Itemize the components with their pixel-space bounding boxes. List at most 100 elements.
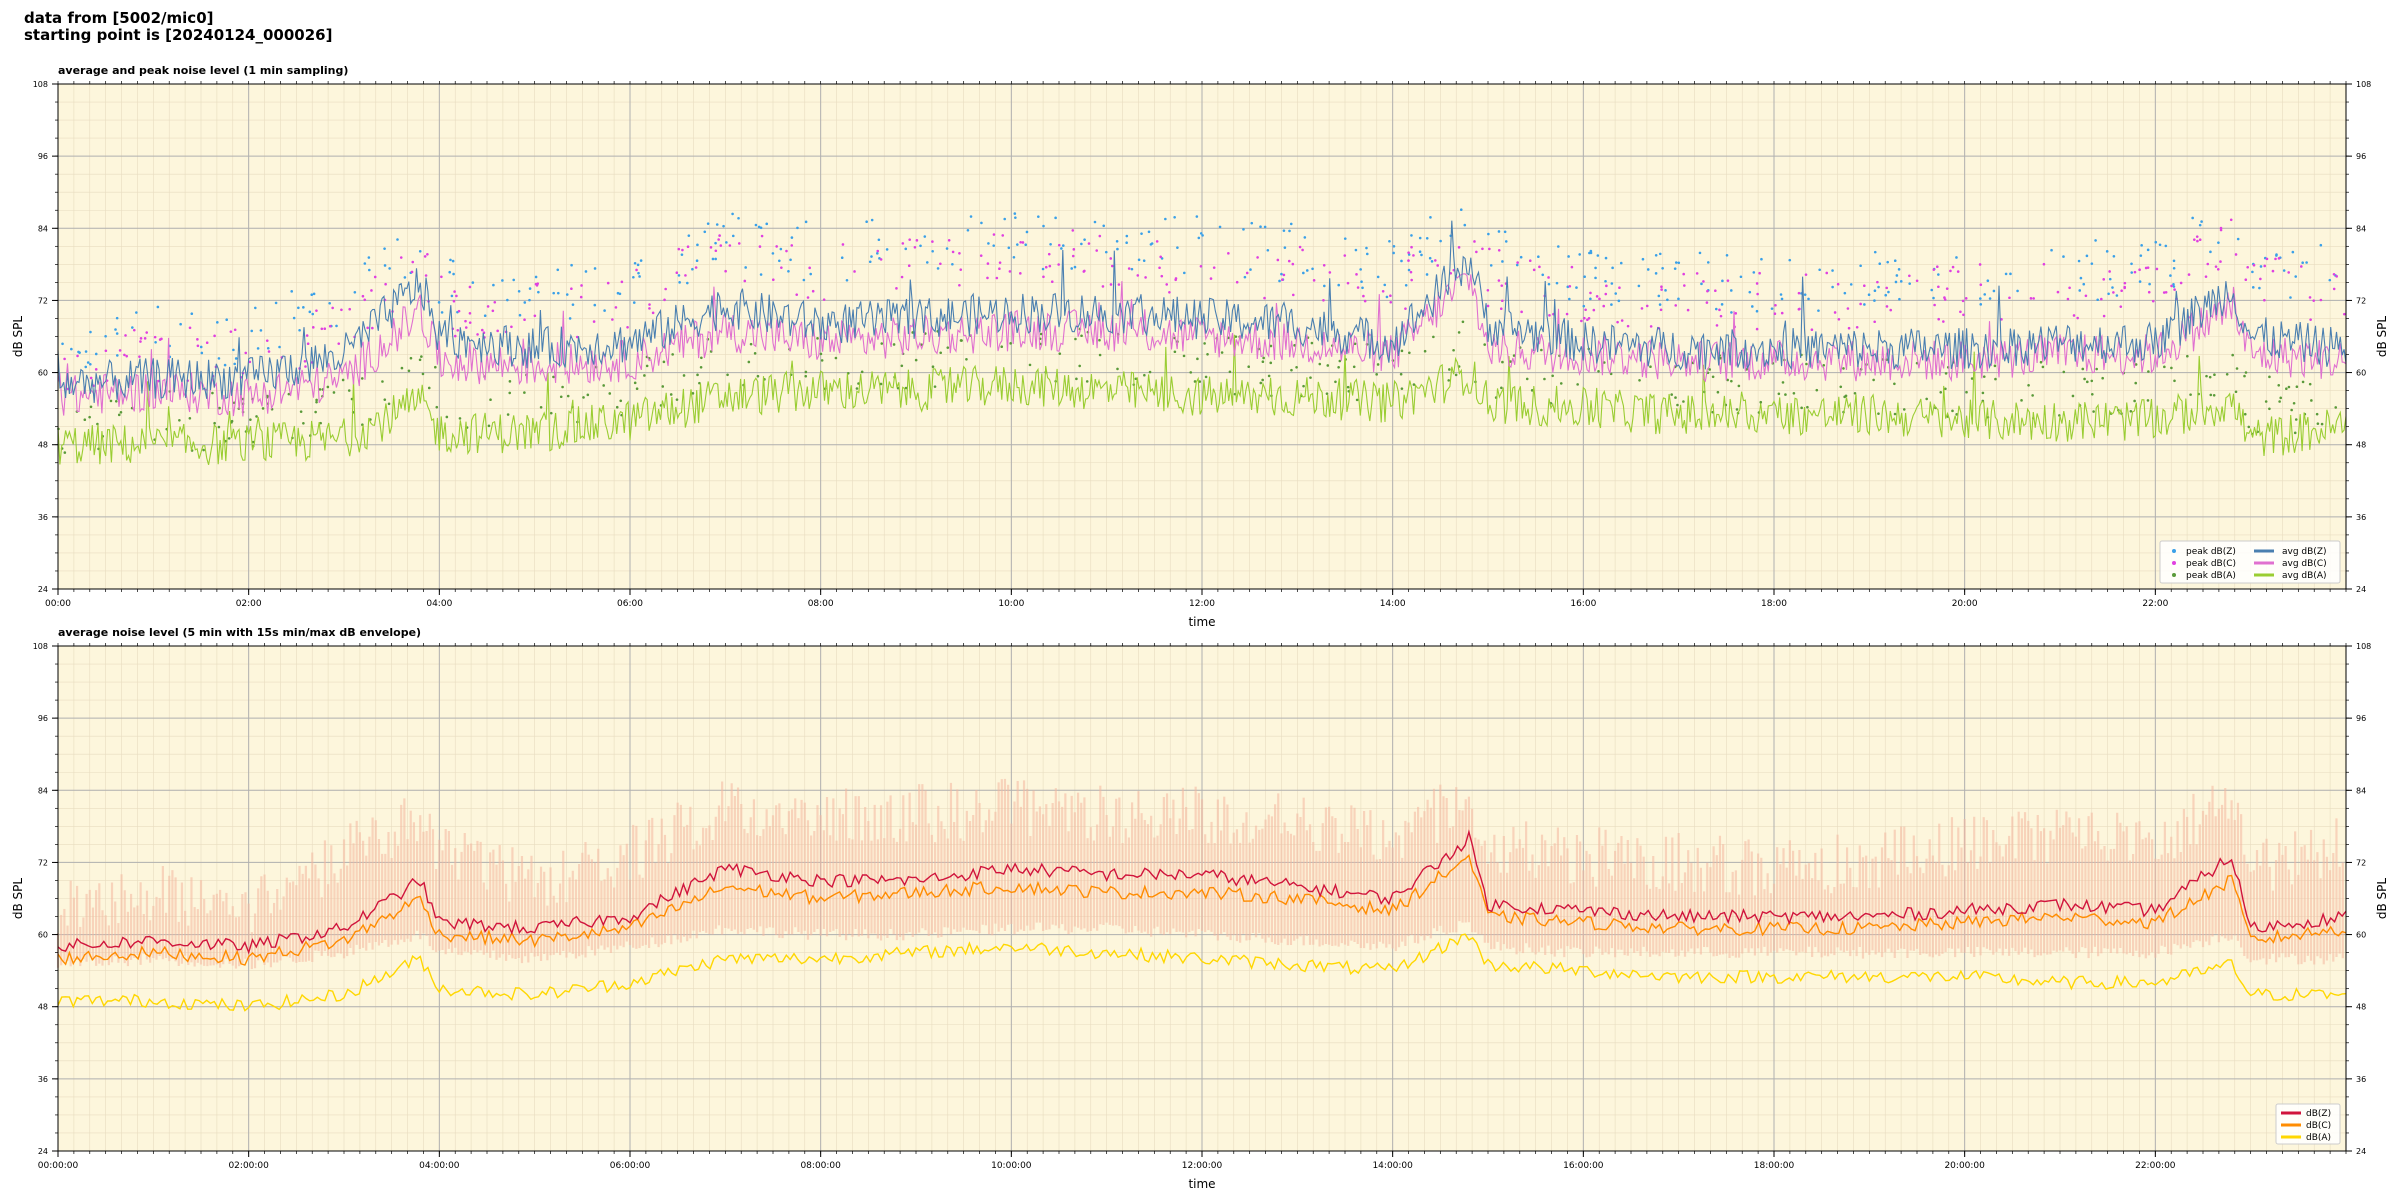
chart1-point-peakdba [1500, 386, 1503, 390]
chart1-point-peakdba [1844, 394, 1848, 398]
chart1-point-peakdbc [677, 247, 681, 251]
chart1-point-peakdbz [1779, 293, 1783, 296]
chart1-point-peakdbc [370, 289, 373, 292]
chart1-y-axis-label: dB SPL [11, 316, 25, 358]
chart1-point-peakdbz [84, 365, 88, 369]
chart1-point-peakdbz [757, 225, 761, 229]
chart1-point-peakdbz [2158, 243, 2162, 247]
chart1-point-peakdbz [695, 259, 699, 263]
chart1-point-peakdbz [506, 298, 509, 302]
chart1-point-peakdbc [1734, 312, 1738, 315]
chart1-point-peakdba [2081, 367, 2085, 371]
chart1-point-peakdbz [2172, 282, 2175, 286]
chart1-point-peakdbz [1677, 261, 1681, 265]
chart1-point-peakdbz [1594, 276, 1597, 280]
chart2-y-tick-label: 24 [38, 1147, 48, 1156]
chart1-point-peakdbc [2029, 297, 2033, 300]
chart1-point-peakdbz [2139, 254, 2143, 257]
chart1-point-peakdbz [1664, 289, 1667, 292]
chart1-point-peakdbz [1566, 285, 1570, 289]
chart1-point-peakdba [1309, 376, 1312, 379]
chart1-point-peakdba [1432, 335, 1435, 339]
chart1-point-peakdbc [580, 284, 583, 287]
chart1-point-peakdba [2134, 381, 2138, 385]
chart1-point-peakdbc [1620, 319, 1624, 322]
chart1-point-peakdbz [1354, 248, 1358, 252]
chart1-point-peakdbz [1504, 240, 1508, 243]
chart1-point-peakdba [2027, 383, 2030, 387]
chart1-point-peakdbc [986, 262, 990, 265]
chart1-point-peakdba [360, 377, 364, 380]
chart1-point-peakdbz [1439, 239, 1442, 243]
chart1-point-peakdbz [638, 275, 641, 278]
chart1-point-peakdbc [1873, 320, 1876, 324]
chart1-point-peakdbz [1176, 246, 1179, 249]
chart1-point-peakdbc [2084, 294, 2088, 298]
chart1-point-peakdbz [1831, 285, 1834, 289]
chart1-point-peakdba [2208, 375, 2212, 379]
chart1-point-peakdbz [639, 259, 643, 262]
chart1-point-peakdbz [1042, 224, 1045, 228]
chart1-point-peakdbz [1007, 246, 1011, 250]
chart1-point-peakdba [1525, 377, 1529, 381]
chart1-point-peakdba [119, 410, 123, 414]
chart1-point-peakdbc [1568, 284, 1572, 288]
chart1-point-peakdba [2209, 393, 2213, 397]
chart1-point-peakdbc [348, 307, 352, 311]
chart1-point-peakdbc [315, 309, 318, 312]
chart1-point-peakdbc [1780, 311, 1784, 315]
chart1-point-peakdba [2231, 353, 2234, 357]
chart1-point-peakdbc [1235, 280, 1239, 284]
chart1-point-peakdba [1098, 353, 1102, 357]
chart1-point-peakdbz [556, 268, 560, 272]
chart1-point-peakdbc [570, 287, 573, 291]
chart1-point-peakdbc [1855, 325, 1859, 329]
chart1-point-peakdba [1893, 412, 1897, 416]
chart2-y-axis-label-right: dB SPL [2375, 878, 2389, 920]
chart1-point-peakdba [489, 398, 492, 402]
chart1-point-peakdba [549, 411, 553, 415]
chart1-point-peakdbc [2042, 262, 2046, 266]
chart1-point-peakdbc [1212, 266, 1216, 269]
header-line1: data from [5002/mic0] [24, 9, 214, 27]
chart1-point-peakdbc [440, 275, 443, 279]
chart1-point-peakdbz [256, 347, 260, 350]
chart1-point-peakdbz [1748, 290, 1752, 294]
chart1-point-peakdba [1543, 377, 1546, 381]
chart1-point-peakdbc [145, 331, 149, 334]
chart1-point-peakdba [1412, 383, 1416, 386]
chart1-point-peakdbc [2277, 257, 2281, 260]
chart1-point-peakdba [1982, 375, 1986, 378]
chart1-point-peakdbz [451, 259, 455, 263]
chart1-point-peakdbc [1978, 263, 1982, 266]
chart1-point-peakdbz [1418, 236, 1422, 240]
chart1-x-tick-label: 06:00 [617, 599, 643, 609]
chart1-point-peakdbc [900, 275, 904, 279]
chart1-point-peakdbc [2259, 277, 2262, 281]
chart1-point-peakdba [2146, 399, 2150, 402]
chart1-point-peakdbz [2090, 262, 2094, 265]
chart1-point-peakdbc [2164, 291, 2168, 294]
chart1-point-peakdbz [1555, 281, 1559, 285]
chart1-point-peakdbz [1054, 216, 1057, 220]
chart1-point-peakdbc [104, 349, 108, 353]
chart1-y-tick-label: 72 [38, 296, 48, 305]
chart1-point-peakdba [2310, 399, 2313, 402]
chart1-point-peakdba [1670, 393, 1673, 396]
chart1-point-peakdba [2095, 367, 2098, 371]
chart1-point-peakdbc [1475, 250, 1478, 254]
chart1-point-peakdbc [1937, 317, 1940, 321]
chart1-point-peakdbc [323, 327, 327, 331]
chart1-point-peakdbz [1661, 266, 1664, 270]
chart1-point-peakdba [1399, 372, 1403, 376]
chart1-point-peakdbz [1201, 234, 1204, 237]
chart1-point-peakdbz [1729, 289, 1733, 292]
chart1-y-tick-label-right: 36 [2356, 513, 2366, 522]
chart1-point-peakdba [400, 366, 404, 370]
chart1-point-peakdbz [1130, 267, 1134, 271]
chart1-point-peakdbc [153, 335, 157, 339]
chart1-point-peakdbc [718, 234, 721, 237]
chart1-point-peakdbz [1658, 303, 1662, 306]
chart1-point-peakdbz [440, 311, 444, 314]
chart1-point-peakdba [178, 418, 181, 422]
